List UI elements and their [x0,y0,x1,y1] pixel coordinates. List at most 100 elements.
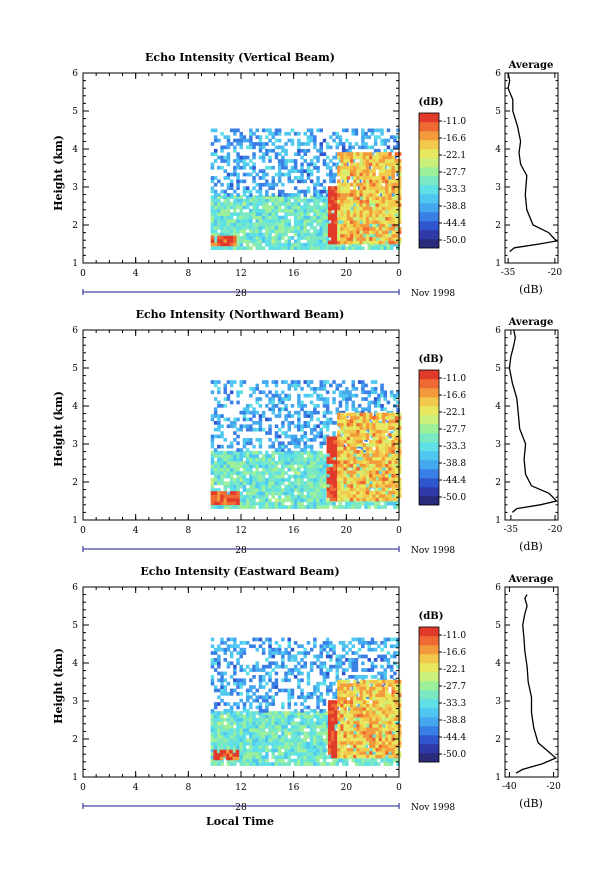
heatmap-cell [229,714,234,719]
heatmap-cell [306,236,311,240]
heatmap-cell [213,728,218,732]
heatmap-cell [274,205,279,210]
heatmap-cell [309,484,314,489]
heatmap-cell [346,446,351,451]
heatmap-cell [396,407,400,412]
heatmap-cell [385,152,389,156]
heatmap-cell [381,470,386,475]
heatmap-cell [338,246,343,250]
heatmap-cell [338,505,343,509]
heatmap-cell [333,470,337,475]
heatmap-cell [378,172,383,177]
colorbar-vertical: (dB)-11.0-16.6-22.1-27.7-33.3-38.8-44.4-… [419,97,466,249]
heatmap-cell [325,236,330,240]
heatmap-cell [226,212,231,216]
heatmap-cell [265,741,269,746]
heatmap-cell [300,724,304,729]
heatmap-cell [375,467,379,471]
heatmap-cell [239,471,243,475]
heatmap-cell [329,172,333,177]
heatmap-cell [210,195,215,199]
heatmap-cell [271,176,275,180]
heatmap-cell [322,208,327,213]
heatmap-cell [217,390,221,395]
heatmap-cell [213,246,218,250]
heatmap-cell [346,165,351,170]
heatmap-cell [284,461,288,465]
heatmap-cell [236,219,240,223]
heatmap-cell [359,227,363,231]
heatmap-cell [326,477,331,481]
heatmap-cell [322,242,327,247]
heatmap-cell [385,179,389,184]
avg-y-tick-label: 5 [495,107,501,117]
heatmap-cell [313,427,317,432]
heatmap-cell [333,439,337,444]
heatmap-cell [293,735,298,739]
heatmap-cell [277,229,282,233]
heatmap-cell [293,741,298,746]
heatmap-cell [333,453,337,458]
heatmap-cell [397,196,402,201]
heatmap-cell [309,454,314,458]
heatmap-cell [370,390,375,395]
heatmap-cell [281,222,285,227]
heatmap-cell [290,501,295,506]
heatmap-cell [351,128,355,133]
heatmap-cell [290,718,295,722]
heatmap-cell [365,182,370,187]
heatmap-cell [293,461,298,465]
heatmap-cell [265,758,269,763]
heatmap-cell [316,393,320,398]
heatmap-cell [281,454,285,458]
heatmap-cell [349,463,354,468]
heatmap-cell [281,407,285,412]
heatmap-cell [226,239,231,243]
heatmap-cell [326,439,331,444]
heatmap-cell [378,484,383,488]
heatmap-cell [319,478,323,482]
heatmap-cell [353,213,357,218]
heatmap-cell [213,208,218,213]
heatmap-cell [351,400,355,405]
heatmap-cell [217,498,221,502]
heatmap-cell [287,239,291,244]
heatmap-cell [394,484,399,488]
heatmap-cell [242,464,247,469]
heatmap-cell [359,189,363,194]
heatmap-cell [346,227,351,231]
heatmap-cell [316,229,320,233]
heatmap-cell [362,240,367,245]
colorbar-swatch [419,388,439,398]
heatmap-cell [213,762,218,766]
heatmap-cell [213,714,218,719]
heatmap-cell [332,505,336,509]
heatmap-cell [300,758,304,763]
colorbar-tick-label: -50.0 [443,236,466,246]
heatmap-cell [322,495,327,499]
y-tick-label: 6 [72,69,78,79]
y-tick-label: 1 [72,259,78,269]
heatmap-cell [316,193,320,197]
heatmap-cell [397,450,402,454]
heatmap-cell [245,752,250,756]
heatmap-cell [265,498,269,503]
heatmap-cell [277,755,282,760]
heatmap-cell [381,233,386,238]
heatmap-cell [326,487,331,492]
heatmap-cell [356,182,360,187]
heatmap-cell [303,212,307,216]
heatmap-cell [338,404,343,408]
heatmap-cell [337,497,341,502]
heatmap-cell [319,397,323,401]
heatmap-cell [213,198,218,203]
heatmap-cell [385,456,389,461]
heatmap-cell [210,176,215,180]
heatmap-cell [226,721,231,726]
heatmap-cell [313,450,317,455]
heatmap-cell [333,473,337,478]
heatmap-cell [332,179,336,184]
heatmap-cell [277,454,282,458]
heatmap-cell [236,450,240,455]
heatmap-cell [346,196,351,201]
